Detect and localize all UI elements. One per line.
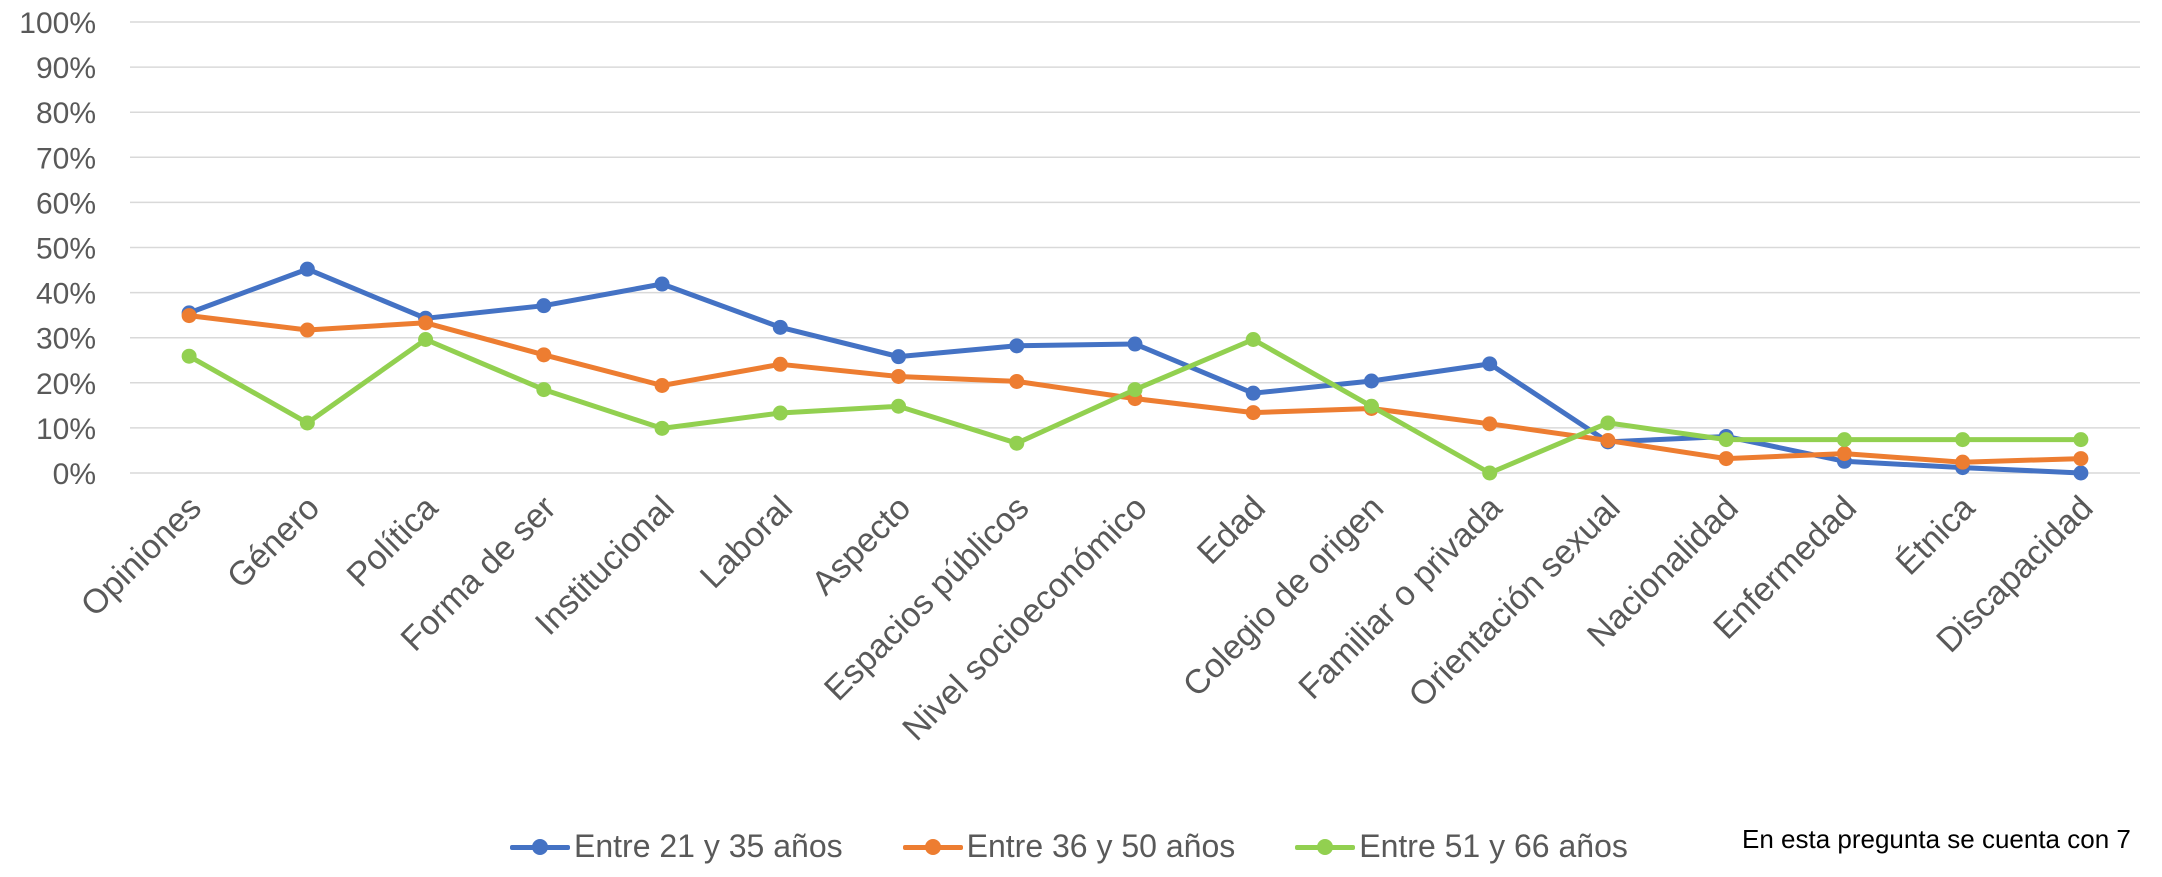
- y-tick-label: 40%: [36, 278, 96, 311]
- data-point: [1127, 336, 1143, 352]
- x-tick-label: Edad: [1190, 489, 1273, 572]
- x-tick-label: Opiniones: [74, 489, 209, 624]
- data-point: [2073, 451, 2089, 467]
- data-point: [1482, 465, 1498, 481]
- y-tick-label: 90%: [36, 52, 96, 85]
- data-point: [1127, 382, 1143, 398]
- x-tick-label: Colegio de origen: [1176, 489, 1391, 704]
- data-point: [1009, 373, 1025, 389]
- data-point: [1482, 416, 1498, 432]
- legend-item-51-66: Entre 51 y 66 años: [1295, 828, 1628, 865]
- data-point: [1363, 398, 1379, 414]
- x-tick-label: Política: [340, 489, 446, 595]
- x-tick-label: Laboral: [693, 489, 800, 596]
- x-tick-label: Espacios públicos: [817, 489, 1036, 708]
- legend-item-21-35: Entre 21 y 35 años: [510, 828, 843, 865]
- data-point: [2073, 465, 2089, 481]
- y-tick-label: 20%: [36, 368, 96, 401]
- data-point: [772, 319, 788, 335]
- data-point: [772, 356, 788, 372]
- data-point: [1600, 433, 1616, 449]
- data-point: [299, 415, 315, 431]
- series-line: [186, 266, 2084, 476]
- data-point: [891, 349, 907, 365]
- data-point: [299, 322, 315, 338]
- gridlines: [130, 21, 2140, 474]
- data-point: [1955, 432, 1971, 448]
- data-point: [536, 347, 552, 363]
- data-point: [1955, 454, 1971, 470]
- y-tick-label: 30%: [36, 323, 96, 356]
- y-tick-label: 60%: [36, 187, 96, 220]
- legend-swatch-21-35: [510, 837, 570, 857]
- x-tick-label: Género: [220, 489, 327, 596]
- series-1: [181, 308, 2089, 470]
- data-point: [536, 382, 552, 398]
- series-lines: [181, 261, 2089, 481]
- data-point: [654, 276, 670, 292]
- data-point: [772, 405, 788, 421]
- data-point: [1363, 373, 1379, 389]
- data-point: [654, 420, 670, 436]
- data-point: [1245, 385, 1261, 401]
- legend-swatch-36-50: [902, 837, 963, 857]
- x-tick-label: Aspecto: [804, 489, 918, 603]
- y-axis-ticks: 0% 10% 20% 30% 40% 50% 60% 70% 80% 90% 100%: [19, 7, 96, 491]
- y-tick-label: 10%: [36, 413, 96, 446]
- data-point: [181, 348, 197, 364]
- y-tick-label: 70%: [36, 142, 96, 175]
- legend-swatch-51-66: [1295, 837, 1356, 857]
- data-point: [1482, 356, 1498, 372]
- data-point: [1600, 415, 1616, 431]
- y-tick-label: 50%: [36, 233, 96, 266]
- data-point: [1718, 432, 1734, 448]
- x-tick-label: Familiar o privada: [1291, 489, 1509, 707]
- data-point: [1245, 332, 1261, 348]
- x-tick-label: Étnica: [1889, 489, 1983, 583]
- y-tick-label: 80%: [36, 97, 96, 130]
- data-point: [1836, 432, 1852, 448]
- data-point: [536, 298, 552, 314]
- data-point: [1836, 446, 1852, 462]
- legend-item-36-50: Entre 36 y 50 años: [902, 828, 1236, 865]
- data-point: [891, 368, 907, 384]
- legend-label-36-50: Entre 36 y 50 años: [966, 828, 1236, 864]
- footnote: En esta pregunta se cuenta con 7: [1742, 824, 2131, 854]
- data-point: [418, 332, 434, 348]
- y-tick-label: 100%: [19, 7, 96, 40]
- data-point: [1009, 338, 1025, 354]
- data-point: [891, 398, 907, 414]
- legend-label-21-35: Entre 21 y 35 años: [574, 828, 843, 864]
- y-tick-label: 0%: [53, 458, 96, 491]
- data-point: [1245, 405, 1261, 421]
- data-point: [1718, 451, 1734, 467]
- data-point: [654, 378, 670, 394]
- data-point: [2073, 432, 2089, 448]
- data-point: [1009, 435, 1025, 451]
- x-tick-label: Orientación sexual: [1402, 489, 1628, 715]
- series-2: [181, 332, 2089, 481]
- data-point: [299, 261, 315, 277]
- data-point: [418, 315, 434, 331]
- legend-label-51-66: Entre 51 y 66 años: [1359, 828, 1628, 864]
- series-0: [181, 261, 2089, 481]
- data-point: [181, 308, 197, 324]
- legend: Entre 21 y 35 años Entre 36 y 50 años En…: [510, 828, 1628, 865]
- x-tick-label: Nivel socioeconómico: [895, 489, 1154, 748]
